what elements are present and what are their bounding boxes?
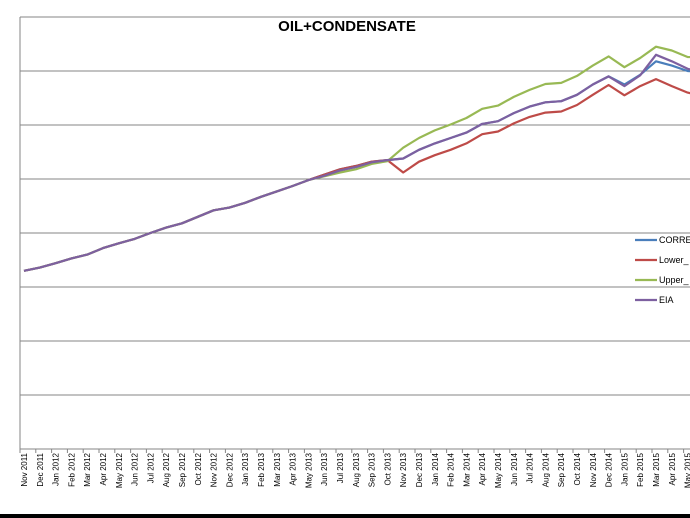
x-tick-label: Jan 2012 — [52, 452, 61, 485]
x-tick-label: Jul 2013 — [336, 452, 345, 483]
x-tick-label: Apr 2012 — [99, 452, 108, 485]
x-tick-label: Oct 2014 — [573, 452, 582, 485]
x-tick-label: Oct 2013 — [383, 452, 392, 485]
x-tick-label: Dec 2011 — [36, 452, 45, 486]
x-tick-label: Feb 2012 — [67, 452, 76, 486]
x-tick-label: Oct 2012 — [194, 452, 203, 485]
x-tick-label: May 2014 — [494, 452, 503, 488]
x-tick-label: Aug 2014 — [541, 452, 550, 487]
legend-label: Lower_ — [659, 255, 690, 265]
x-tick-label: Sep 2012 — [178, 452, 187, 487]
x-tick-label: Apr 2014 — [478, 452, 487, 485]
x-tick-label: Nov 2014 — [589, 452, 598, 487]
legend-label: Upper_ — [659, 275, 690, 285]
x-tick-label: Jan 2015 — [620, 452, 629, 485]
legend-label: CORREC — [659, 235, 690, 245]
x-tick-label: Dec 2012 — [225, 452, 234, 487]
x-tick-label: Sep 2014 — [557, 452, 566, 487]
x-tick-label: Jan 2013 — [241, 452, 250, 485]
x-tick-label: Apr 2015 — [668, 452, 677, 485]
x-tick-label: Aug 2012 — [162, 452, 171, 487]
x-tick-label: Feb 2014 — [447, 452, 456, 486]
axes — [19, 17, 690, 453]
x-tick-label: Jun 2012 — [131, 452, 140, 485]
x-tick-label: May 2012 — [115, 452, 124, 488]
series-lines — [23, 45, 690, 272]
x-tick-label: Jun 2014 — [510, 452, 519, 485]
x-tick-label: Dec 2014 — [605, 452, 614, 487]
x-tick-label: Feb 2015 — [636, 452, 645, 486]
x-tick-label: Jul 2014 — [526, 452, 535, 483]
x-tick-label: Mar 2012 — [83, 452, 92, 486]
x-tick-label: Jan 2014 — [431, 452, 440, 485]
x-tick-label: Jun 2013 — [320, 452, 329, 485]
legend-label: EIA — [659, 295, 674, 305]
x-tick-label: Feb 2013 — [257, 452, 266, 486]
x-axis-tick-labels: Nov 2011 Dec 2011 Jan 2012 Feb 2012 Mar 2012… — [20, 452, 690, 488]
series-line-eia — [23, 53, 690, 272]
x-tick-label: May 2013 — [304, 452, 313, 488]
legend: CORREC Lower_ Upper_ EIA — [635, 235, 690, 305]
x-tick-label: Aug 2013 — [352, 452, 361, 487]
series-line-upper — [23, 45, 690, 272]
x-tick-label: Apr 2013 — [289, 452, 298, 485]
x-tick-label: Jul 2012 — [146, 452, 155, 483]
x-tick-label: Sep 2013 — [368, 452, 377, 487]
chart-title: OIL+CONDENSATE — [278, 18, 416, 35]
gridlines — [20, 16, 690, 450]
x-tick-label: Nov 2012 — [210, 452, 219, 487]
x-tick-label: Mar 2013 — [273, 452, 282, 486]
x-tick-label: Nov 2013 — [399, 452, 408, 487]
x-tick-label: Nov 2011 — [20, 452, 29, 486]
x-tick-label: Mar 2014 — [462, 452, 471, 486]
x-tick-label: May 2015 — [684, 452, 690, 488]
x-tick-label: Mar 2015 — [652, 452, 661, 486]
x-tick-label: Dec 2013 — [415, 452, 424, 487]
